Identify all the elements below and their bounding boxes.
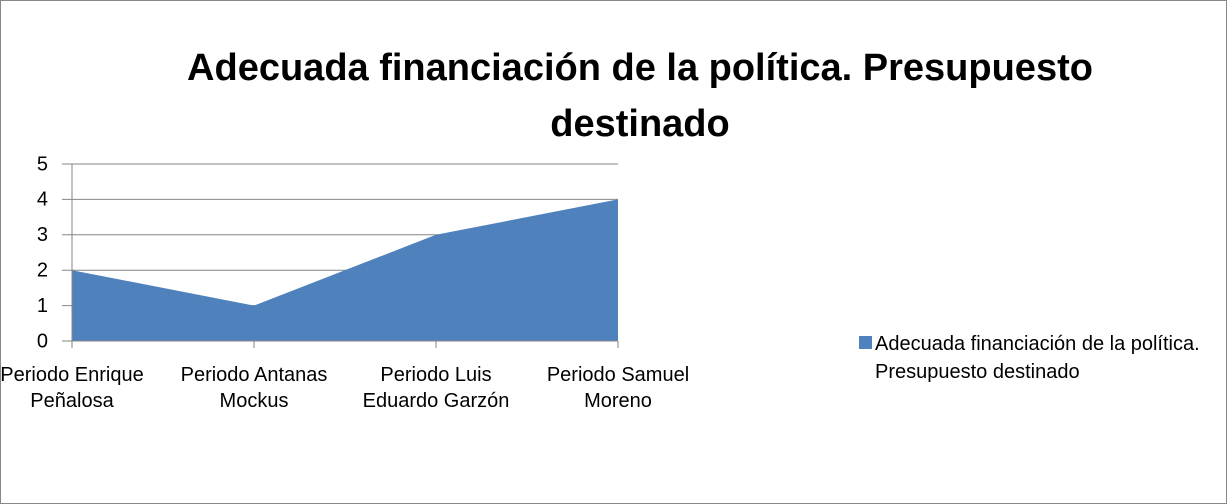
x-tick-label: Periodo Enrique Peñalosa — [0, 364, 144, 412]
x-tick-label: Periodo Samuel Moreno — [546, 364, 690, 412]
y-tick-label: 2 — [37, 259, 48, 281]
area — [72, 199, 618, 341]
legend-swatch — [859, 336, 872, 349]
x-tick-label: Periodo Antanas Mockus — [180, 364, 328, 412]
y-tick-label: 1 — [37, 295, 48, 317]
x-tick-label: Periodo Luis Eduardo Garzón — [362, 364, 510, 412]
y-tick-label: 4 — [37, 189, 48, 211]
chart-title: Adecuada financiación de la política. Pr… — [187, 47, 1093, 145]
legend-label: Adecuada financiación de la política. Pr… — [875, 333, 1200, 383]
y-tick-label: 3 — [37, 224, 48, 246]
y-tick-label: 5 — [37, 153, 48, 175]
y-tick-label: 0 — [37, 330, 48, 352]
